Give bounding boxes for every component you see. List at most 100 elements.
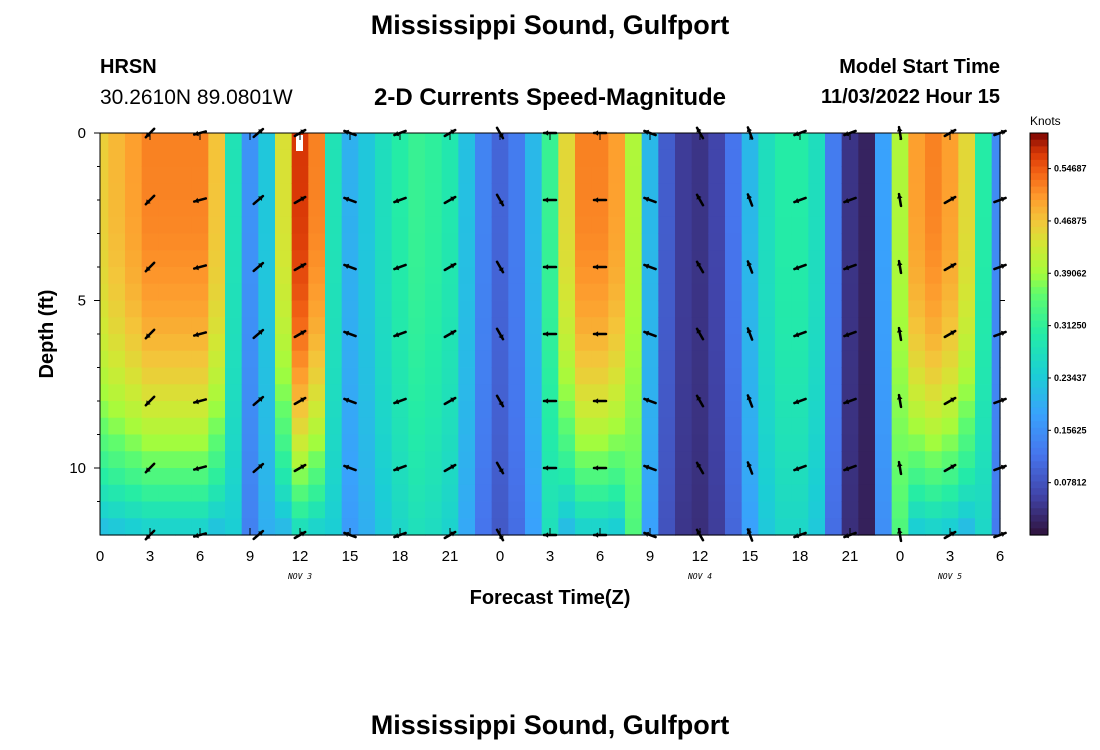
current-arrow [943, 463, 957, 473]
heatmap-cell [100, 367, 109, 385]
heatmap-cell [675, 367, 693, 385]
arrow-head [194, 331, 199, 338]
heatmap-cell [408, 183, 426, 201]
heatmap-cell [241, 484, 259, 503]
colorbar-segment [1030, 206, 1048, 214]
heatmap-cell [858, 250, 876, 268]
heatmap-cell [991, 484, 1001, 503]
arrow-head [344, 531, 350, 537]
arrow-head [450, 263, 456, 269]
x-tick-label: 15 [742, 548, 759, 565]
heatmap-cell [641, 350, 659, 369]
heatmap-cell [408, 216, 426, 235]
heatmap-cell [125, 417, 143, 436]
heatmap-cell [325, 216, 343, 235]
heatmap-cell [125, 200, 143, 218]
colorbar-segment [1030, 327, 1048, 335]
heatmap-cell [175, 200, 193, 218]
heatmap-cell [808, 250, 826, 268]
heatmap-cell [908, 451, 926, 469]
x-tick-label: 0 [496, 548, 504, 565]
heatmap-cell [558, 300, 576, 318]
heatmap-cell [558, 133, 576, 151]
heatmap-cell [858, 434, 876, 452]
heatmap-cell [475, 149, 493, 168]
colorbar-segment [1030, 427, 1048, 436]
heatmap-cell [925, 417, 943, 436]
heatmap-cell [508, 501, 526, 519]
heatmap-cell [991, 283, 1001, 302]
arrow-head [794, 533, 800, 539]
heatmap-cell [141, 200, 159, 218]
arrow-head [394, 198, 400, 204]
heatmap-cell [308, 250, 326, 268]
heatmap-cell [175, 334, 193, 352]
arrow-head [696, 194, 702, 200]
heatmap-cell [941, 484, 959, 503]
heatmap-cell [725, 451, 743, 469]
heatmap-cell [725, 149, 743, 168]
heatmap-cell [275, 367, 293, 385]
heatmap-cell [575, 417, 593, 436]
heatmap-cell [591, 384, 609, 402]
heatmap-cell [958, 183, 976, 201]
heatmap-cell [991, 334, 1001, 352]
heatmap-cell [825, 166, 843, 184]
heatmap-cell [725, 434, 743, 452]
heatmap-cell [475, 216, 493, 235]
heatmap-cell [608, 267, 626, 285]
heatmap-cell [625, 417, 643, 436]
heatmap-cell [891, 250, 909, 268]
current-arrow [643, 464, 657, 472]
heatmap-cell [508, 484, 526, 503]
heatmap-cell [391, 451, 409, 469]
heatmap-cell [675, 401, 693, 419]
heatmap-cell [758, 417, 776, 436]
arrow-head [394, 399, 400, 405]
heatmap-cell [875, 484, 893, 503]
x-tick-label: 12 [292, 548, 309, 565]
heatmap-cell [358, 501, 376, 519]
current-arrow [746, 193, 754, 207]
heatmap-cell [591, 401, 609, 419]
heatmap-cell [441, 350, 459, 369]
current-arrow [896, 460, 903, 476]
colorbar-segment [1030, 146, 1048, 154]
heatmap-cell [408, 367, 426, 385]
heatmap-cell [725, 367, 743, 385]
heatmap-cell [408, 484, 426, 503]
heatmap-cell [808, 283, 826, 302]
heatmap-cell [558, 267, 576, 285]
heatmap-cell [108, 434, 126, 452]
heatmap-cell [158, 183, 176, 201]
heatmap-cell [591, 350, 609, 369]
heatmap-cell [358, 216, 376, 235]
heatmap-cell [941, 417, 959, 436]
heatmap-cell [408, 451, 426, 469]
heatmap-cell [408, 300, 426, 318]
current-arrow [843, 330, 857, 338]
heatmap-cell [491, 300, 509, 318]
model-start-label: Model Start Time [839, 56, 1000, 78]
heatmap-cell [391, 468, 409, 486]
heatmap-cell [525, 233, 543, 251]
heatmap-cell [175, 417, 193, 436]
heatmap-cell [525, 200, 543, 218]
x-tick-label: 0 [896, 548, 904, 565]
heatmap-cell [808, 384, 826, 402]
heatmap-cell [141, 300, 159, 318]
heatmap-cell [275, 434, 293, 452]
heatmap-cell [125, 501, 143, 519]
arrow-head [194, 197, 199, 204]
arrow-head [746, 395, 752, 401]
heatmap-cell [100, 166, 109, 184]
heatmap-cell [541, 166, 559, 184]
heatmap-cell [808, 451, 826, 469]
arrow-head [1000, 531, 1006, 537]
heatmap-cell [775, 334, 793, 352]
heatmap-cell [791, 133, 809, 151]
heatmap-cell [908, 434, 926, 452]
heatmap-cell [458, 200, 476, 218]
heatmap-cell [391, 367, 409, 385]
heatmap-cell [541, 417, 559, 436]
